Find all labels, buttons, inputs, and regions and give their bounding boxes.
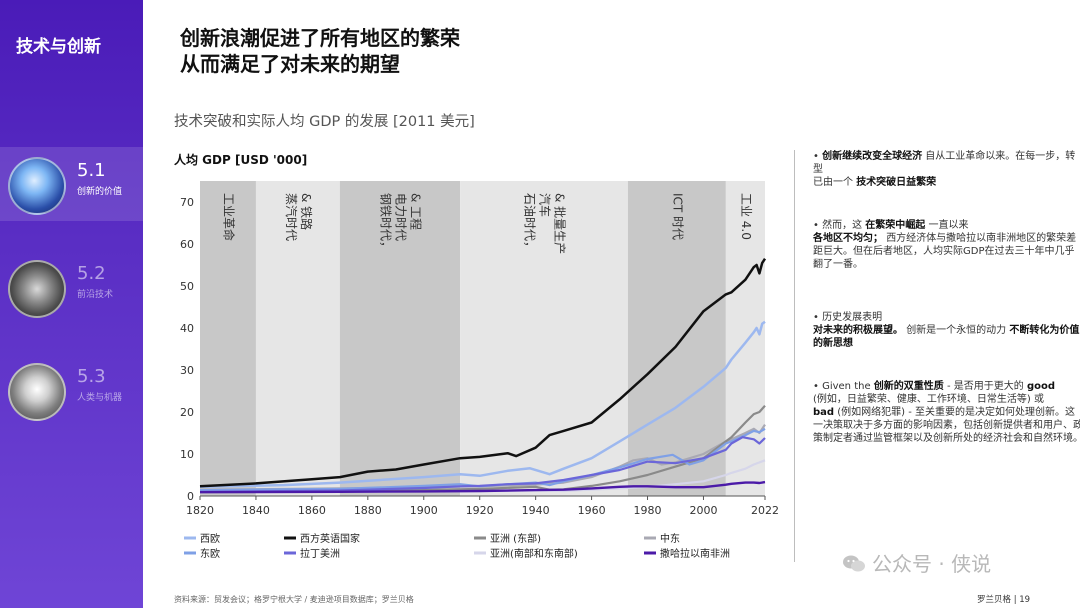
- series-line: [200, 404, 766, 493]
- y-tick-label: 0: [187, 490, 194, 503]
- page-title-line-1: 创新浪潮促进了所有地区的繁荣: [180, 26, 460, 50]
- x-tick-label: 1940: [522, 504, 550, 517]
- watermark: 公众号 · 侠说: [842, 548, 991, 577]
- y-tick-label: 50: [180, 280, 194, 293]
- era-band: [339, 181, 461, 496]
- bullet-3-text-2: 创新是一个永恒的动力: [906, 325, 1007, 336]
- era-label: & 铁路: [299, 193, 314, 230]
- page-title-line-2: 从而满足了对未来的期望: [180, 52, 400, 76]
- era-label: 汽车: [538, 193, 553, 217]
- source-note: 资料来源：贸发会议；格罗宁根大学 / 麦迪逊项目数据库；罗兰贝格: [174, 595, 414, 604]
- bullet-4-bold-3: bad: [813, 407, 835, 418]
- x-tick-label: 2022: [751, 504, 779, 517]
- bullet-3-bold-2: 不断转化为价值的新思想: [813, 325, 1080, 349]
- x-tick-label: 1840: [242, 504, 270, 517]
- sidebar-title: 技术与创新: [16, 37, 101, 57]
- era-label: 工业 4.0: [739, 193, 753, 240]
- series-line: [199, 320, 766, 489]
- sidebar: 技术与创新 5.1 创新的价值 5.2 前沿技术 5.3 人类与机器: [0, 0, 143, 608]
- bullet-2-bold-2: 各地区不均匀；: [813, 233, 883, 244]
- bullet-3-text-1: 历史发展表明: [822, 312, 883, 323]
- section-thumbnail: [8, 363, 66, 421]
- x-tick-label: 1880: [354, 504, 382, 517]
- era-band: [200, 181, 256, 496]
- bullet-4: • Given the 创新的双重性质 - 是否用于更大的 good (例如，日…: [813, 380, 1080, 445]
- era-label: 电力时代: [393, 193, 407, 241]
- legend-label: 亚洲(南部和东南部): [490, 547, 578, 560]
- y-tick-label: 20: [180, 406, 194, 419]
- era-band: [627, 181, 726, 496]
- chart-subtitle: 技术突破和实际人均 GDP 的发展 [2011 美元]: [174, 114, 475, 130]
- bullet-2-text-3: 西方经济体与撒哈拉以南非洲地区的繁荣差距巨大。但在后者地区，人均实际GDP在过去…: [813, 233, 1077, 270]
- era-label: 蒸汽时代: [284, 193, 299, 241]
- bullet-4-text-3: (例如，日益繁荣、健康、工作环境、日常生活等) 或: [813, 394, 1044, 405]
- legend-label: 西方英语国家: [300, 532, 360, 545]
- series-line: [199, 436, 766, 493]
- era-label: 钢铁时代，: [378, 193, 392, 253]
- bullet-2-bold-1: 在繁荣中崛起: [865, 220, 926, 231]
- section-number: 5.3: [77, 366, 106, 387]
- bullet-4-text-1: Given the: [822, 381, 871, 392]
- y-axis-title: 人均 GDP [USD '000]: [174, 152, 307, 167]
- era-band: [460, 181, 628, 496]
- gdp-chart: 工业革命 蒸汽时代 & 铁路 钢铁时代， 电力时代 & 工程 石油时代， 汽车 & 批量生产 IC…: [174, 152, 779, 560]
- sidebar-item-5-3[interactable]: 5.3 人类与机器: [0, 353, 143, 427]
- bullet-1: • 创新继续改变全球经济 自从工业革命以来。在每一步，转型 已由一个 技术突破日…: [813, 151, 1076, 188]
- era-label: ICT 时代: [670, 193, 684, 240]
- bullet-2: • 然而，这 在繁荣中崛起 一直以来 各地区不均匀； 西方经济体与撒哈拉以南非洲…: [813, 220, 1077, 270]
- era-band: [255, 181, 340, 496]
- section-thumbnail: [8, 157, 66, 215]
- x-tick-label: 1860: [298, 504, 326, 517]
- bullet-2-text-2: 一直以来: [928, 220, 969, 231]
- section-label: 创新的价值: [77, 187, 123, 197]
- legend-label: 撒哈拉以南非洲: [660, 547, 730, 560]
- y-tick-label: 10: [180, 448, 194, 461]
- page-title: 创新浪潮促进了所有地区的繁荣 从而满足了对未来的期望: [180, 25, 460, 77]
- y-tick-label: 30: [180, 364, 194, 377]
- legend-label: 中东: [660, 532, 680, 545]
- watermark-text: 公众号 · 侠说: [872, 552, 992, 576]
- bullet-4-text-4: (例如网络犯罪) - 至关重要的是决定如何处理创新。这一决策取决于多方面的影响因…: [813, 407, 1080, 444]
- x-tick-label: 1920: [466, 504, 494, 517]
- section-label: 前沿技术: [77, 290, 114, 300]
- legend-label: 亚洲 (东部): [490, 532, 541, 545]
- bullet-3-bold-1: 对未来的积极展望。: [813, 325, 903, 336]
- section-thumbnail: [8, 260, 66, 318]
- series-line: [199, 258, 767, 488]
- section-label: 人类与机器: [77, 393, 123, 403]
- era-label: & 批量生产: [553, 193, 568, 254]
- bullet-3: • 历史发展表明 对未来的积极展望。 创新是一个永恒的动力 不断转化为价值的新思…: [813, 312, 1080, 349]
- sidebar-item-5-2[interactable]: 5.2 前沿技术: [0, 250, 143, 324]
- x-tick-label: 1960: [578, 504, 606, 517]
- page-number: 罗兰贝格 | 19: [977, 595, 1031, 605]
- bullet-1-bold-1: 创新继续改变全球经济: [822, 151, 923, 162]
- x-tick-label: 1820: [186, 504, 214, 517]
- y-tick-label: 70: [180, 196, 194, 209]
- legend-label: 西欧: [200, 533, 220, 545]
- bullet-2-text-1: 然而，这: [822, 220, 863, 231]
- series-line: [199, 480, 766, 494]
- y-tick-label: 60: [180, 238, 194, 251]
- section-number: 5.1: [77, 160, 106, 181]
- x-tick-label: 1980: [634, 504, 662, 517]
- bullet-1-text-1: 自从工业革命以来。在每一步，转型: [813, 151, 1076, 175]
- era-label: 石油时代，: [523, 193, 537, 253]
- sidebar-item-5-1[interactable]: 5.1 创新的价值: [0, 147, 143, 221]
- legend-label: 拉丁美洲: [300, 547, 340, 560]
- x-tick-label: 2000: [689, 504, 717, 517]
- bullet-4-bold-2: good: [1026, 381, 1056, 392]
- y-tick-label: 40: [180, 322, 194, 335]
- bullet-4-bold-1: 创新的双重性质: [873, 381, 944, 392]
- era-label: & 工程: [408, 193, 423, 230]
- bullet-1-bold-2: 技术突破日益繁荣: [856, 177, 937, 188]
- era-label: 工业革命: [221, 193, 236, 241]
- bullet-1-text-2: 已由一个: [813, 177, 853, 188]
- legend-label: 东欧: [200, 547, 220, 560]
- bullet-4-text-2: - 是否用于更大的: [946, 381, 1024, 392]
- section-number: 5.2: [77, 263, 106, 284]
- wechat-icon: [843, 555, 865, 572]
- commentary-panel: • 创新继续改变全球经济 自从工业革命以来。在每一步，转型 已由一个 技术突破日…: [794, 150, 1080, 562]
- x-tick-label: 1900: [410, 504, 438, 517]
